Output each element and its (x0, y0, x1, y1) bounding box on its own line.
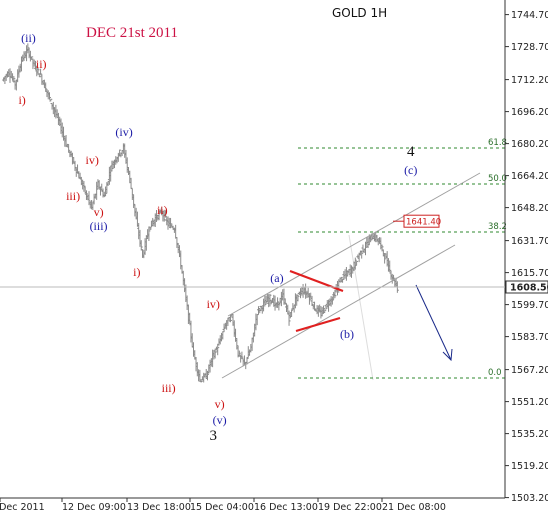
last-price-value: 1608.50 (510, 283, 548, 294)
y-tick-label: 1535.20 (511, 429, 548, 440)
wave-label: (v) (213, 413, 227, 427)
wave-label: iv) (207, 297, 220, 311)
wave-label: v) (215, 397, 225, 411)
chart-title: GOLD 1H (332, 6, 387, 20)
fib-level-label: 61.8 (488, 138, 507, 148)
degree-wave-label: 3 (209, 428, 217, 444)
wave-label: iv) (86, 153, 99, 167)
y-tick-label: 1615.70 (511, 268, 548, 279)
y-tick-label: 1728.70 (511, 42, 548, 53)
x-tick-label: 9 Dec 2011 (0, 502, 45, 513)
last-price-box (505, 280, 548, 294)
y-tick-label: 1551.20 (511, 397, 548, 408)
degree-wave-label: 4 (407, 144, 415, 160)
wave-label: i) (133, 265, 140, 279)
x-tick-label: 12 Dec 09:00 (62, 502, 126, 513)
wave-label: iii) (162, 381, 176, 395)
y-tick-label: 1664.20 (511, 171, 548, 182)
y-tick-label: 1519.20 (511, 461, 548, 472)
wave-label: (c) (404, 163, 417, 177)
triangle-lower-line (295, 316, 341, 333)
y-tick-label: 1648.20 (511, 203, 548, 214)
wave-label: (iv) (115, 125, 132, 139)
wave-label: v) (94, 205, 104, 219)
y-tick-label: 1567.20 (511, 365, 548, 376)
y-tick-label: 1744.70 (511, 10, 548, 21)
trend-channel: 1641.40 (221, 172, 481, 379)
x-tick-label: 21 Dec 08:00 (382, 502, 446, 513)
fib-level-label: 50.0 (488, 174, 507, 184)
x-tick-label: 15 Dec 04:00 (190, 502, 254, 513)
triangle-upper-line (289, 269, 344, 293)
y-tick-label: 1680.20 (511, 139, 548, 150)
x-tick-label: 19 Dec 22:00 (318, 502, 382, 513)
projection-arrow (415, 284, 452, 361)
wave-label: (iii) (90, 219, 108, 233)
fibonacci-levels: 61.8 50.0 38.2 0.0 (298, 138, 508, 379)
vertical-marker-line (348, 234, 374, 381)
channel-lower-line (221, 244, 456, 379)
fib-level-label: 0.0 (488, 368, 502, 378)
price-tag-value: 1641.40 (406, 218, 441, 228)
wave-label: i) (18, 93, 25, 107)
y-tick-label: 1599.70 (511, 300, 548, 311)
channel-upper-line (227, 172, 481, 317)
wave-label: ii) (157, 203, 168, 217)
x-tick-label: 13 Dec 18:00 (127, 502, 191, 513)
time-marker-line (348, 234, 374, 381)
price-tag-box (403, 214, 440, 228)
x-tick-label: 16 Dec 13:00 (254, 502, 318, 513)
y-tick-label: 1696.20 (511, 107, 548, 118)
price-bars (2, 43, 399, 383)
y-tick-label: 1583.70 (511, 332, 548, 343)
wave-labels: (ii)ii)i)(iv)iv)iii)v)(iii)ii)i)iv)iii)v… (18, 31, 417, 444)
wave-label: (ii) (21, 31, 36, 45)
wave-label: (a) (270, 271, 283, 285)
y-tick-label: 1503.20 (511, 493, 548, 504)
y-tick-label: 1712.20 (511, 75, 548, 86)
wave-label: (b) (340, 327, 354, 341)
wave-label: iii) (66, 189, 80, 203)
fib-level-label: 38.2 (488, 222, 507, 232)
y-tick-label: 1631.70 (511, 236, 548, 247)
chart-date-label: DEC 21st 2011 (86, 25, 178, 41)
projection-arrow-head (442, 348, 453, 362)
wave-label: ii) (36, 57, 47, 71)
